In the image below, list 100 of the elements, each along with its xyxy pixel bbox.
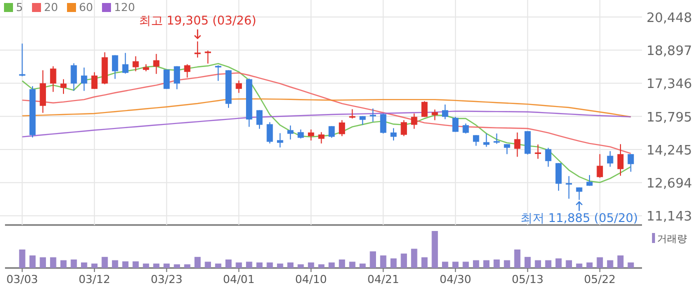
candlestick [432,109,438,121]
bar [29,255,36,268]
candlestick [236,80,242,94]
bar [370,251,376,268]
candlestick [555,162,562,192]
candlestick [607,150,614,168]
x-tick-label: 04/01 [222,273,255,286]
candlestick [328,126,335,138]
bar [19,250,26,268]
candlestick [504,144,510,155]
bar [287,262,294,268]
candlestick [70,62,77,92]
bar [411,248,418,268]
candlestick [132,56,139,72]
bar [545,260,552,268]
x-tick-label: 05/13 [512,273,544,286]
bar [534,260,542,268]
x-tick-label: 04/21 [367,273,400,286]
bar [349,262,356,268]
bar [514,250,520,268]
candlestick [545,147,552,168]
candlestick [617,144,624,176]
bar [452,262,459,268]
candlestick [184,64,190,78]
candlestick [452,116,459,132]
y-tick-label: 14,245 [646,143,692,158]
bar [308,262,314,268]
bar [328,262,335,268]
bar [81,262,88,268]
candlestick [153,53,160,74]
candlestick [566,176,572,200]
bar [566,260,572,268]
line-series [22,110,632,138]
bar [91,264,98,268]
y-tick-label: 11,143 [646,210,692,225]
candlestick [472,134,480,146]
bar [102,256,108,268]
candlestick [442,104,448,120]
bar [225,259,232,268]
bar [494,259,500,268]
candlestick [596,154,603,178]
candlestick [256,110,263,130]
bar [40,257,46,268]
candlestick [349,108,356,119]
legend-label: 거래량 [657,234,687,245]
candlestick [122,52,128,74]
candlestick [276,132,284,148]
bar [204,262,211,268]
bar [483,260,490,268]
x-tick-label: 05/22 [584,273,616,286]
bar [142,264,150,268]
bar [298,264,304,268]
candlestick [462,123,469,134]
bar [380,255,386,268]
candlestick [60,78,67,94]
y-tick-label: 17,346 [646,77,692,92]
candlestick [19,43,26,77]
bar [360,264,366,268]
bar [246,262,252,268]
y-tick-label: 18,897 [646,44,692,60]
candlestick [40,70,46,114]
bar [586,262,593,268]
legend-label: 120 [114,1,135,14]
candlestick [514,132,520,158]
annotation: 최고 19,305 (03/26) [138,13,256,28]
candlestick [380,113,386,134]
bar [524,256,531,268]
bar [215,264,222,268]
legend-label: 5 [16,1,23,14]
bar [432,231,438,268]
bar [174,264,180,268]
bar [576,264,582,268]
bar [276,264,284,268]
y-tick-label: 20,448 [646,11,692,26]
candlestick [308,128,314,141]
bar [60,260,67,268]
candlestick [91,72,98,90]
candlestick [390,128,397,141]
bar [266,262,273,268]
candlestick [204,50,211,64]
bar [153,264,160,268]
candlestick [421,100,428,118]
bar [318,264,324,268]
x-tick-label: 03/12 [78,273,110,286]
bar [236,262,242,268]
candlestick [112,54,118,80]
candlestick [370,108,376,122]
candlestick [215,64,222,82]
candlestick [400,120,407,137]
candlestick [194,40,201,58]
y-tick-label: 12,694 [646,176,692,192]
bar [112,260,118,268]
candlestick [524,130,531,155]
candlestick [576,186,582,200]
bar [596,257,603,268]
annotation: 최저 11,885 (05/20) [520,210,638,225]
bar [462,262,469,268]
legend-label: 60 [79,1,93,14]
candlestick [494,132,500,144]
legend-label: 20 [44,1,58,14]
